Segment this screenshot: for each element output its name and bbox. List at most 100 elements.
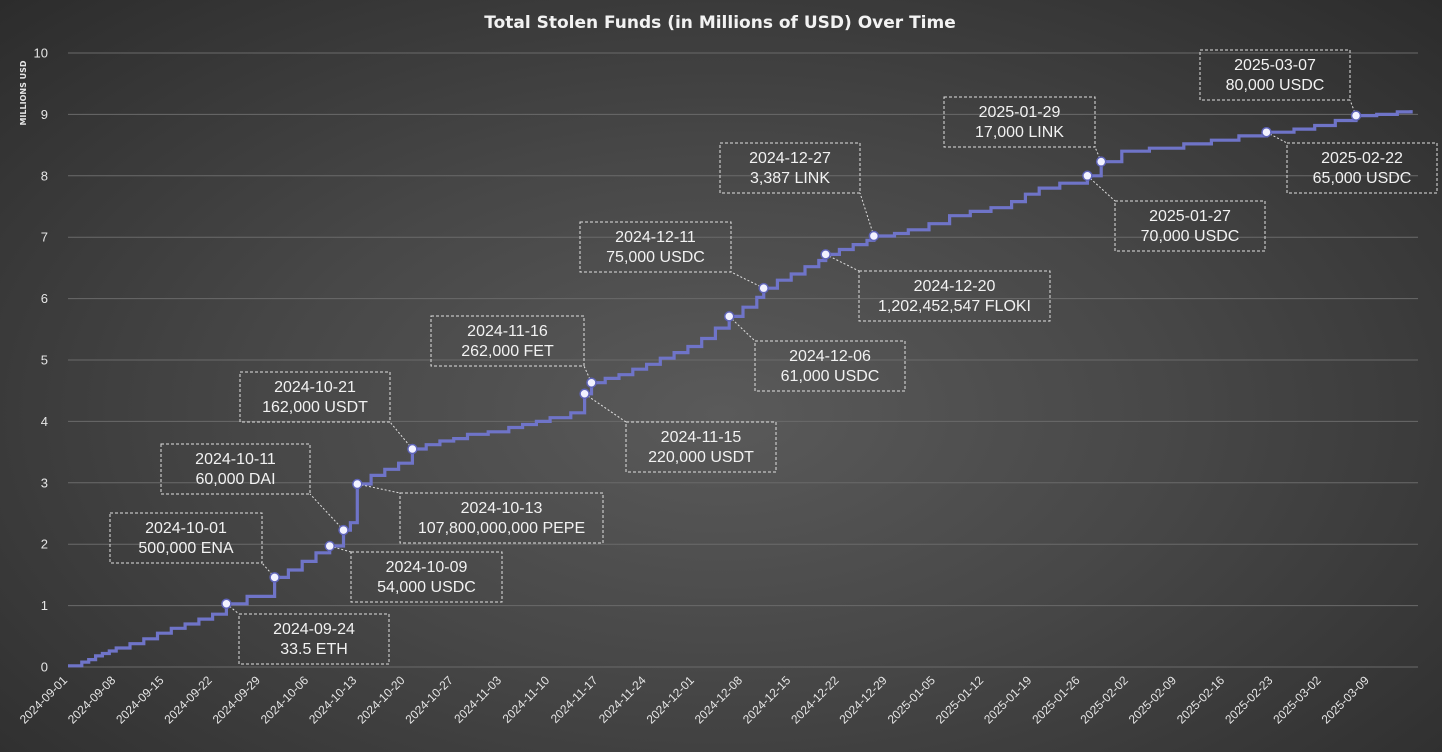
annotation-amount: 54,000 USDC bbox=[377, 579, 476, 596]
x-tick-label: 2025-02-23 bbox=[1222, 673, 1276, 727]
annotation-box bbox=[399, 492, 604, 544]
annotation-amount: 60,000 DAI bbox=[195, 471, 275, 488]
annotation-amount: 17,000 LINK bbox=[975, 124, 1064, 141]
annotation-box bbox=[858, 270, 1051, 322]
data-point-marker bbox=[1261, 126, 1272, 138]
x-tick-label: 2025-02-02 bbox=[1078, 673, 1132, 727]
annotation-amount: 75,000 USDC bbox=[606, 249, 705, 266]
annotation-amount: 107,800,000,000 PEPE bbox=[418, 520, 585, 537]
x-tick-label: 2024-09-29 bbox=[210, 673, 264, 727]
annotation-amount: 61,000 USDC bbox=[781, 368, 880, 385]
annotation-date: 2024-12-27 bbox=[749, 150, 831, 167]
data-point-marker bbox=[1082, 170, 1093, 182]
data-point-marker bbox=[352, 478, 363, 490]
data-point-marker bbox=[868, 230, 880, 242]
annotation-box bbox=[239, 371, 391, 423]
x-tick-label: 2025-01-19 bbox=[981, 673, 1035, 727]
data-point-marker bbox=[1350, 110, 1362, 121]
y-tick-label: 8 bbox=[41, 168, 48, 183]
annotation-leader bbox=[584, 393, 627, 423]
annotation-leader bbox=[825, 253, 860, 272]
annotation-date: 2024-11-16 bbox=[467, 323, 548, 340]
data-point-marker bbox=[1095, 156, 1107, 167]
x-tick-labels: 2024-09-012024-09-082024-09-152024-09-22… bbox=[17, 673, 1372, 727]
data-point-marker bbox=[586, 377, 597, 388]
x-tick-label: 2024-12-29 bbox=[836, 673, 890, 727]
x-tick-label: 2025-02-09 bbox=[1126, 673, 1180, 727]
annotation-date: 2024-10-13 bbox=[461, 500, 543, 517]
data-point-marker bbox=[324, 540, 335, 552]
x-tick-label: 2024-09-01 bbox=[17, 673, 71, 727]
annotation-leader bbox=[859, 192, 875, 237]
x-tick-label: 2024-11-24 bbox=[596, 673, 649, 726]
x-tick-label: 2024-09-15 bbox=[113, 673, 167, 727]
annotation-box bbox=[1114, 200, 1266, 252]
annotation-box bbox=[160, 443, 311, 495]
annotation-date: 2025-01-27 bbox=[1149, 208, 1231, 225]
x-tick-label: 2024-10-06 bbox=[258, 673, 312, 727]
x-tick-label: 2024-10-13 bbox=[306, 673, 360, 727]
x-tick-label: 2024-12-22 bbox=[788, 673, 842, 727]
chart-title: Total Stolen Funds (in Millions of USD) … bbox=[484, 13, 956, 33]
annotation-date: 2024-10-11 bbox=[195, 451, 276, 468]
annotation-box bbox=[350, 551, 503, 603]
annotation-leader bbox=[583, 365, 592, 383]
y-tick-label: 10 bbox=[34, 46, 48, 61]
x-tick-label: 2025-03-09 bbox=[1319, 673, 1373, 727]
annotation-amount: 162,000 USDT bbox=[262, 399, 368, 416]
annotation-box bbox=[719, 142, 861, 194]
x-tick-label: 2024-10-20 bbox=[354, 673, 408, 727]
data-point-marker bbox=[758, 282, 769, 294]
annotation-box bbox=[754, 340, 906, 392]
x-tick-label: 2025-01-12 bbox=[933, 673, 987, 727]
annotation-date: 2024-09-24 bbox=[273, 621, 355, 638]
annotation-leader bbox=[1087, 175, 1116, 202]
annotation-leader bbox=[1094, 146, 1102, 162]
annotation-amount: 3,387 LINK bbox=[750, 170, 830, 187]
x-tick-label: 2024-11-03 bbox=[451, 673, 504, 726]
annotation-box bbox=[943, 96, 1096, 148]
annotation-date: 2024-10-01 bbox=[145, 520, 227, 537]
y-tick-label: 6 bbox=[41, 291, 48, 306]
annotation-box bbox=[430, 315, 585, 367]
annotation-box bbox=[625, 421, 777, 473]
x-tick-label: 2024-10-27 bbox=[403, 673, 457, 727]
annotation-date: 2025-03-07 bbox=[1234, 57, 1316, 74]
x-tick-label: 2024-09-22 bbox=[161, 673, 215, 727]
x-tick-label: 2024-09-08 bbox=[65, 673, 119, 727]
annotation-date: 2024-10-21 bbox=[274, 379, 356, 396]
y-tick-label: 9 bbox=[41, 107, 48, 122]
annotation-leader bbox=[309, 493, 344, 531]
y-tick-label: 2 bbox=[41, 537, 48, 552]
annotation-amount: 80,000 USDC bbox=[1226, 77, 1325, 94]
x-tick-label: 2024-12-15 bbox=[740, 673, 794, 727]
annotation-date: 2024-12-11 bbox=[615, 229, 696, 246]
annotation-date: 2024-10-09 bbox=[386, 559, 468, 576]
y-tick-label: 0 bbox=[41, 660, 48, 675]
annotation-date: 2025-01-29 bbox=[979, 104, 1061, 121]
annotation-leader bbox=[730, 271, 764, 289]
gridlines bbox=[68, 52, 1418, 668]
x-tick-label: 2025-02-16 bbox=[1174, 673, 1228, 727]
data-point-marker bbox=[579, 388, 590, 400]
annotation-box bbox=[1199, 49, 1351, 101]
annotation-amount: 220,000 USDT bbox=[648, 449, 754, 466]
annotation-date: 2025-02-22 bbox=[1321, 150, 1403, 167]
annotation-leader bbox=[226, 603, 240, 615]
annotation-box bbox=[1286, 142, 1438, 194]
annotation-date: 2024-12-20 bbox=[914, 278, 996, 295]
annotation-amount: 65,000 USDC bbox=[1313, 170, 1412, 187]
annotation-amount: 33.5 ETH bbox=[280, 641, 348, 658]
annotation-amount: 1,202,452,547 FLOKI bbox=[878, 298, 1031, 315]
y-tick-labels: 0 1 2 3 4 5 6 7 8 9 10 bbox=[34, 46, 48, 675]
x-tick-label: 2025-01-26 bbox=[1029, 673, 1083, 727]
annotation-leader bbox=[728, 316, 756, 342]
y-tick-label: 5 bbox=[41, 353, 48, 368]
data-point-marker bbox=[723, 311, 735, 322]
annotation-date: 2024-12-06 bbox=[789, 348, 871, 365]
y-tick-label: 7 bbox=[41, 230, 48, 245]
x-tick-label: 2024-11-10 bbox=[500, 673, 553, 726]
data-point-marker bbox=[820, 249, 831, 260]
annotations: 2024-09-24 33.5 ETH 2024-10-01 500,000 ENA 2… bbox=[109, 49, 1438, 665]
